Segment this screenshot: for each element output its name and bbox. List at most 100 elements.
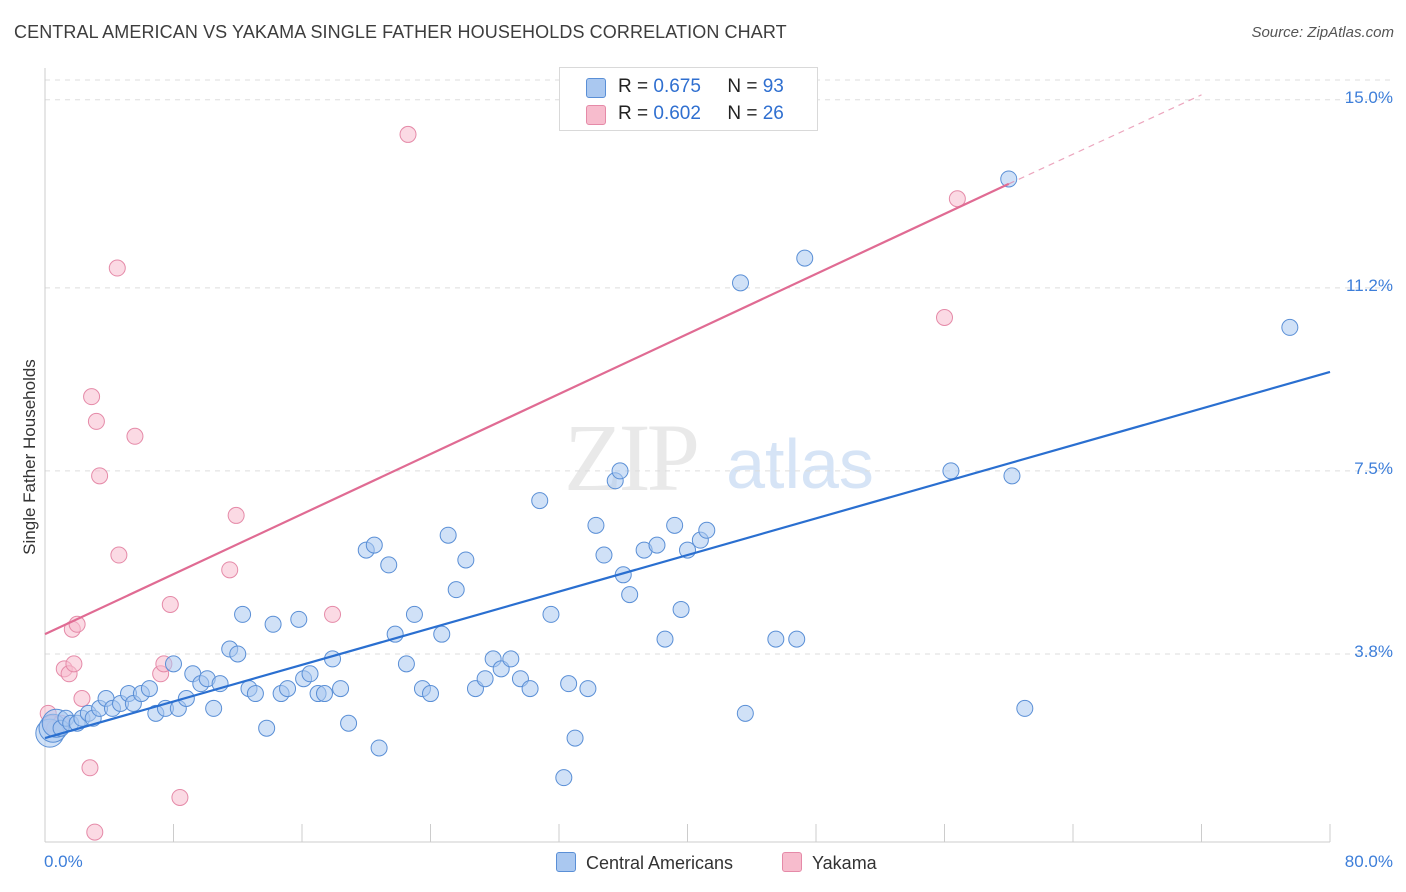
- central-americans-point: [397, 655, 415, 673]
- central-americans-point: [476, 670, 494, 688]
- central-americans-point: [447, 581, 465, 599]
- central-americans-point: [258, 719, 276, 737]
- x-tick-label-max: 80.0%: [1344, 852, 1393, 871]
- y-tick-label: 15.0%: [1344, 87, 1393, 107]
- central-americans-point: [656, 630, 674, 648]
- central-americans-point: [301, 665, 319, 683]
- central-americans-point: [229, 645, 247, 663]
- yakama-point: [87, 412, 105, 430]
- yakama-trend-extension: [1008, 94, 1202, 185]
- central-americans-point: [595, 546, 613, 564]
- legend-swatch-pink: [782, 852, 802, 872]
- central-americans-point: [521, 680, 539, 698]
- central-americans-point: [433, 625, 451, 643]
- central-americans-point: [579, 680, 597, 698]
- y-tick-label: 11.2%: [1346, 275, 1393, 295]
- central-americans-point: [796, 249, 814, 267]
- legend-label: Central Americans: [586, 853, 734, 873]
- chart-title: CENTRAL AMERICAN VS YAKAMA SINGLE FATHER…: [14, 22, 787, 42]
- central-americans-point: [315, 685, 333, 703]
- central-americans-point: [365, 536, 383, 554]
- central-americans-point: [140, 680, 158, 698]
- legend-swatch-blue: [556, 852, 576, 872]
- central-americans-point: [788, 630, 806, 648]
- central-americans-point: [324, 650, 342, 668]
- central-americans-point: [439, 526, 457, 544]
- yakama-point: [73, 690, 91, 708]
- yakama-point: [126, 427, 144, 445]
- central-americans-trend-line: [44, 370, 1331, 740]
- central-americans-point: [1016, 699, 1034, 717]
- yakama-point: [221, 561, 239, 579]
- x-tick-label-min: 0.0%: [44, 852, 83, 871]
- central-americans-point: [370, 739, 388, 757]
- central-americans-point: [290, 610, 308, 628]
- central-americans-point: [560, 675, 578, 693]
- central-americans-point: [587, 516, 605, 534]
- yakama-point: [65, 655, 83, 673]
- trend-lines: [44, 94, 1331, 740]
- correlation-legend: R = 0.675 N = 93 R = 0.602 N = 26: [559, 67, 818, 131]
- central-americans-point: [621, 586, 639, 604]
- central-americans-point: [1281, 318, 1299, 336]
- y-tick-label: 7.5%: [1354, 458, 1393, 478]
- yakama-point: [108, 259, 126, 277]
- central-americans-point: [264, 615, 282, 633]
- central-americans-point: [672, 600, 690, 618]
- watermark-atlas: atlas: [726, 425, 874, 503]
- central-americans-point: [942, 462, 960, 480]
- legend-r-label: R =: [618, 103, 649, 124]
- yakama-point: [81, 759, 99, 777]
- source-label: Source: ZipAtlas.com: [1251, 24, 1394, 41]
- central-americans-point: [340, 714, 358, 732]
- central-americans-point: [234, 605, 252, 623]
- central-americans-point: [566, 729, 584, 747]
- central-americans-point: [698, 521, 716, 539]
- legend-label: Yakama: [812, 853, 877, 873]
- yakama-trend-line: [44, 182, 1010, 636]
- central-americans-points: [35, 170, 1299, 787]
- central-americans-point: [332, 680, 350, 698]
- legend-r-label: R =: [618, 76, 649, 97]
- yakama-point: [227, 506, 245, 524]
- yakama-point: [83, 388, 101, 406]
- yakama-point: [86, 823, 104, 841]
- legend-r-value: 0.675: [653, 76, 701, 97]
- central-americans-point: [1000, 170, 1018, 188]
- central-americans-point: [457, 551, 475, 569]
- central-americans-point: [531, 492, 549, 510]
- central-americans-point: [542, 605, 560, 623]
- central-americans-point: [1003, 467, 1021, 485]
- watermark: ZIP atlas: [564, 404, 874, 511]
- central-americans-point: [732, 274, 750, 292]
- legend-swatch-blue: [586, 78, 606, 98]
- legend-n-label: N =: [727, 76, 758, 97]
- central-americans-point: [648, 536, 666, 554]
- central-americans-point: [736, 704, 754, 722]
- legend-n-value: 93: [762, 76, 784, 97]
- y-tick-label: 3.8%: [1354, 641, 1393, 661]
- yakama-point: [91, 467, 109, 485]
- central-americans-point: [555, 769, 573, 787]
- central-americans-point: [767, 630, 785, 648]
- central-americans-point: [246, 685, 264, 703]
- central-americans-point: [611, 462, 629, 480]
- watermark-zip: ZIP: [564, 404, 697, 511]
- bottom-legend-central-americans: Central Americans: [556, 852, 733, 874]
- central-americans-point: [279, 680, 297, 698]
- yakama-point: [324, 605, 342, 623]
- yakama-point: [110, 546, 128, 564]
- central-americans-point: [165, 655, 182, 673]
- central-americans-point: [405, 605, 423, 623]
- central-americans-point: [205, 699, 223, 717]
- yakama-point: [399, 125, 417, 143]
- central-americans-point: [666, 516, 684, 534]
- legend-n-label: N =: [727, 103, 758, 124]
- central-americans-point: [502, 650, 520, 668]
- yakama-point: [936, 309, 953, 327]
- legend-swatch-pink: [586, 105, 606, 125]
- legend-r-value: 0.602: [653, 103, 701, 124]
- yakama-point: [171, 788, 189, 806]
- central-americans-point: [380, 556, 398, 574]
